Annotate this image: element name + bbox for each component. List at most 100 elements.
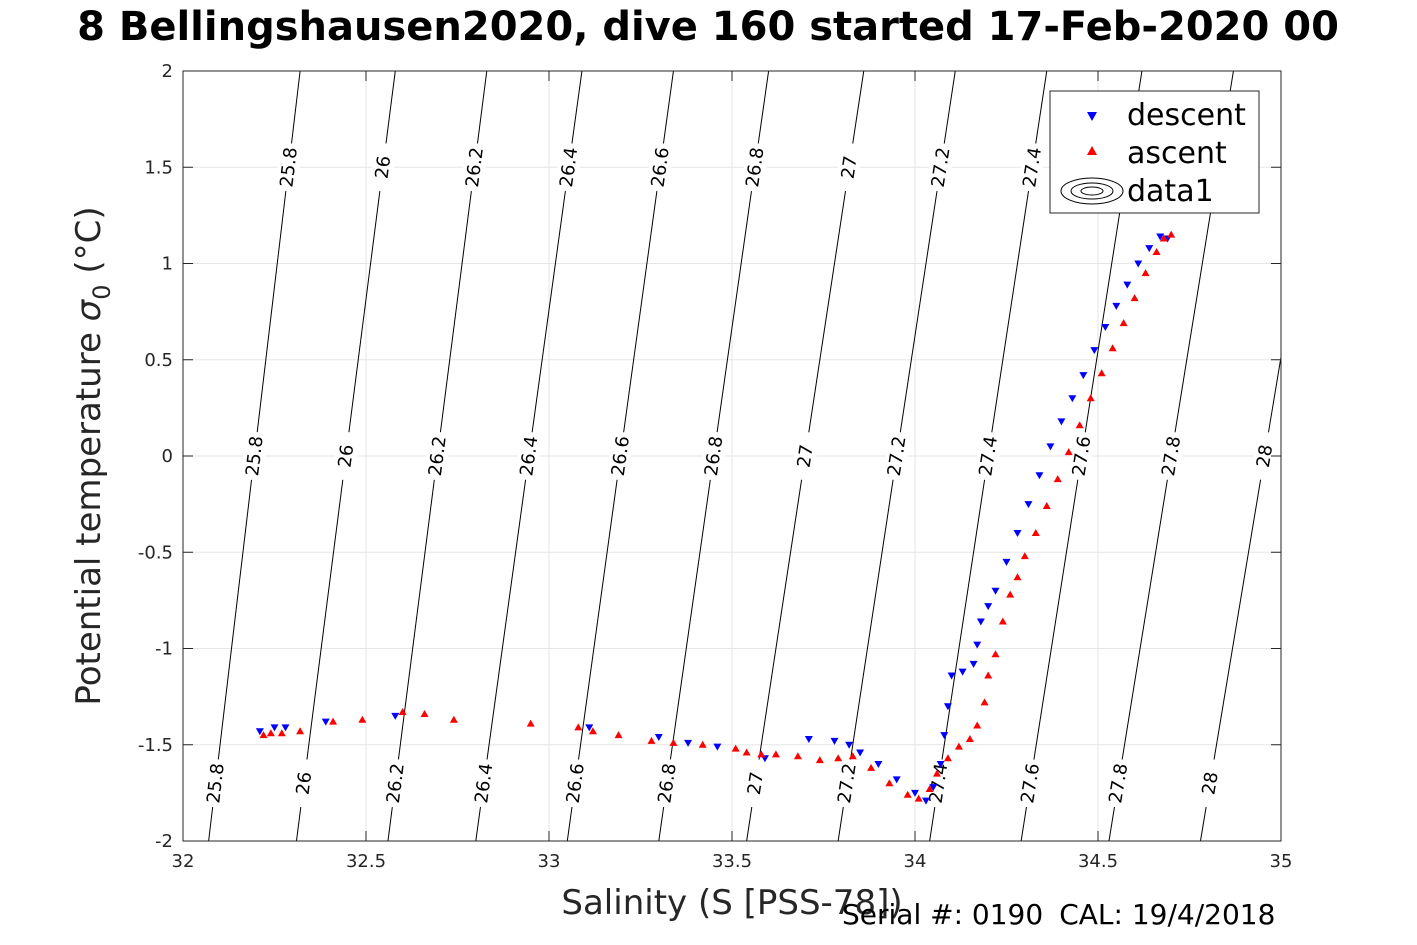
isopycnal-label-bg bbox=[240, 430, 269, 482]
ascent-point bbox=[1108, 344, 1117, 352]
isopycnal-label-bg bbox=[1195, 757, 1225, 809]
ascent-point bbox=[1119, 319, 1128, 327]
descent-point bbox=[684, 739, 693, 747]
isopycnal-label-bg bbox=[740, 141, 770, 193]
ascent-point bbox=[943, 754, 952, 762]
ascent-point bbox=[329, 717, 338, 725]
isopycnal-label: 26.2 bbox=[383, 762, 409, 804]
y-axis-label-symbol: σ bbox=[69, 298, 109, 321]
descent-point bbox=[947, 672, 956, 680]
density-contour-labels: 25.825.825.826262626.226.226.226.426.426… bbox=[201, 141, 1280, 809]
legend-data1-contour-icon bbox=[1060, 177, 1124, 205]
x-axis-label: Salinity (S [PSS-78]) bbox=[561, 883, 902, 923]
isopycnal-label: 25.8 bbox=[242, 435, 268, 477]
isopycnal-label-bg bbox=[652, 757, 682, 809]
ascent-point bbox=[1053, 475, 1062, 483]
descent-point bbox=[969, 660, 978, 668]
y-axis-label-unit: (°C) bbox=[69, 206, 109, 284]
legend: descent ascent data1 bbox=[1049, 90, 1260, 214]
ascent-point bbox=[449, 715, 458, 723]
ascent-point bbox=[793, 752, 802, 760]
chart-title: 8 Bellingshausen2020, dive 160 started 1… bbox=[77, 4, 1339, 50]
ascent-point bbox=[266, 729, 275, 737]
descent-point bbox=[943, 703, 952, 711]
descent-point bbox=[1101, 324, 1110, 332]
y-tick-label: 1 bbox=[162, 254, 173, 275]
isopycnal-label: 25.8 bbox=[203, 762, 229, 804]
descent-point bbox=[1123, 281, 1132, 289]
descent-point bbox=[936, 761, 945, 768]
isopycnal-label-bg bbox=[1015, 757, 1045, 809]
ascent-point bbox=[932, 769, 941, 777]
isopycnal-label-bg bbox=[699, 430, 728, 482]
isopycnal-label-bg bbox=[832, 757, 862, 809]
isopycnal-label-bg bbox=[554, 141, 583, 193]
descent-point bbox=[958, 668, 967, 676]
descent-point bbox=[804, 735, 813, 743]
descent-point bbox=[830, 737, 839, 745]
ascent-point bbox=[1152, 247, 1161, 255]
descent-point bbox=[255, 728, 264, 736]
ascent-point bbox=[588, 727, 597, 735]
descent-point bbox=[1002, 558, 1011, 566]
legend-entry-ascent: ascent bbox=[1127, 136, 1227, 171]
ascent-point bbox=[1159, 234, 1168, 242]
descent-point bbox=[874, 761, 883, 768]
isopycnal-label: 25.8 bbox=[276, 146, 302, 188]
descent-point bbox=[1112, 302, 1121, 310]
ascent-point bbox=[848, 752, 857, 760]
isopycnal-label-bg bbox=[645, 141, 675, 193]
descent-point bbox=[1035, 472, 1044, 480]
isopycnal-label-bg bbox=[606, 430, 635, 482]
descent-point bbox=[976, 618, 985, 626]
ascent-point bbox=[1075, 421, 1084, 429]
ascent-point bbox=[914, 794, 923, 802]
y-tick-label: -2 bbox=[155, 831, 173, 852]
ascent-point bbox=[526, 719, 535, 727]
ascent-point bbox=[1130, 294, 1139, 302]
isopycnal-label-bg bbox=[201, 758, 230, 809]
data-points bbox=[255, 230, 1176, 805]
ascent-point bbox=[731, 744, 740, 752]
ascent-point bbox=[1031, 529, 1040, 536]
ascent-point bbox=[1020, 552, 1029, 560]
y-axis-label-main: Potential temperature bbox=[69, 321, 109, 705]
isopycnal-label: 27 bbox=[794, 443, 818, 469]
ascent-point bbox=[1141, 269, 1150, 277]
descent-point bbox=[1156, 233, 1165, 241]
descent-point bbox=[1090, 347, 1099, 355]
isopycnal-label: 26 bbox=[334, 443, 358, 468]
y-tick-label: -1 bbox=[155, 639, 173, 660]
ascent-point bbox=[771, 750, 780, 758]
y-tick-label: 0 bbox=[162, 446, 173, 467]
x-tick-label: 34 bbox=[904, 851, 927, 872]
isopycnal-label-bg bbox=[926, 141, 956, 193]
ascent-point bbox=[277, 729, 286, 737]
descent-point bbox=[940, 732, 949, 740]
descent-point bbox=[585, 724, 594, 732]
y-tick-label: 0.5 bbox=[144, 350, 173, 371]
isopycnal-label-bg bbox=[923, 757, 953, 809]
ascent-point bbox=[574, 723, 583, 731]
isopycnal-label-bg bbox=[1156, 430, 1186, 482]
serial-number: Serial #: 0190 bbox=[842, 898, 1044, 931]
ascent-point bbox=[815, 756, 824, 764]
descent-point bbox=[654, 734, 663, 742]
ascent-point bbox=[647, 736, 656, 744]
isopycnal-label-bg bbox=[331, 430, 360, 482]
ascent-point bbox=[1086, 394, 1095, 402]
isopycnal-label: 26.2 bbox=[425, 435, 451, 477]
ascent-point bbox=[1006, 590, 1015, 598]
isopycnal-label-bg bbox=[381, 758, 410, 809]
ascent-point bbox=[1167, 230, 1176, 238]
ascent-point bbox=[669, 738, 678, 746]
x-tick-label: 33.5 bbox=[712, 851, 752, 872]
isopycnal-label: 27 bbox=[838, 154, 862, 180]
axis-tick-labels: 32 32.5 33 33.5 34 34.5 35 -2 -1.5 -1 -0.5 0 0.5 1 1.5… bbox=[138, 61, 1293, 872]
calibration-date: CAL: 19/4/2018 bbox=[1059, 898, 1276, 931]
ascent-point bbox=[965, 734, 974, 742]
descent-point bbox=[1057, 418, 1066, 426]
isopycnal-label-bg bbox=[1103, 757, 1134, 809]
descent-point bbox=[973, 641, 982, 649]
